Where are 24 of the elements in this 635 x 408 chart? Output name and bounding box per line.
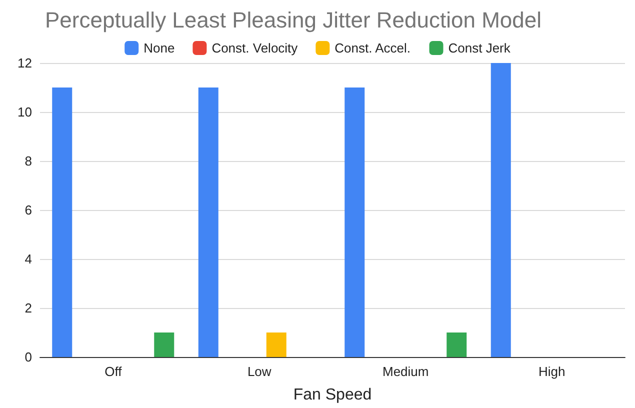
- y-tick-label: 4: [24, 252, 32, 266]
- bar: [344, 88, 365, 357]
- y-tick-label: 8: [24, 154, 32, 168]
- bar: [446, 332, 467, 357]
- y-tick-label: 12: [18, 56, 32, 70]
- legend-label: None: [144, 40, 175, 56]
- x-tick-label: Off: [104, 364, 122, 379]
- y-tick-label: 6: [24, 202, 32, 218]
- legend-label: Const. Velocity: [212, 40, 298, 56]
- x-tick-label: High: [538, 364, 566, 379]
- legend-label: Const. Accel.: [334, 40, 411, 56]
- bar: [52, 88, 72, 357]
- x-tick-label: Low: [247, 364, 272, 379]
- chart-title: Perceptually Least Pleasing Jitter Reduction Model: [45, 8, 542, 32]
- y-tick-label: 10: [18, 104, 32, 120]
- bar: [266, 332, 286, 357]
- y-tick-label: 0: [24, 350, 32, 364]
- x-axis-title: Fan Speed: [293, 386, 372, 404]
- bar: [198, 88, 218, 357]
- bar: [490, 63, 511, 357]
- y-tick-label: 2: [24, 300, 32, 316]
- x-tick-label: Medium: [382, 364, 429, 379]
- legend-label: Const Jerk: [448, 40, 511, 56]
- bar: [154, 332, 174, 357]
